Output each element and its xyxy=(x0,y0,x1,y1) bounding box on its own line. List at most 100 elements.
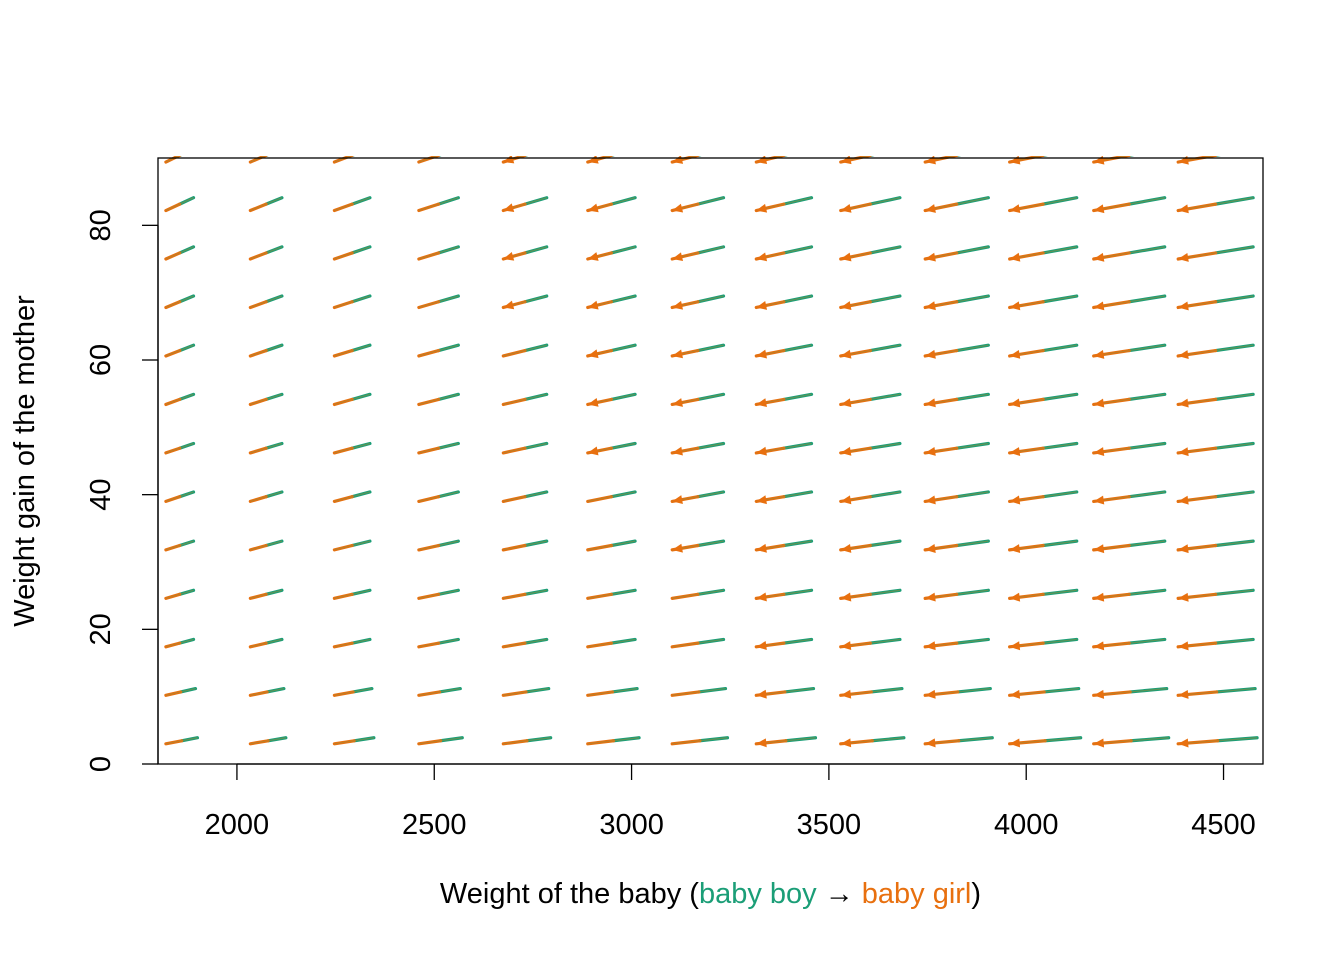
field-arrow xyxy=(417,392,460,407)
arrow-blend-line xyxy=(672,589,724,599)
field-arrow xyxy=(670,156,702,164)
arrow-blend-line xyxy=(1009,393,1077,406)
arrow-boy-segment xyxy=(696,156,702,157)
arrow-head xyxy=(840,301,852,310)
arrow-blend-line xyxy=(925,295,989,309)
arrow-head xyxy=(587,349,599,359)
field-arrow xyxy=(332,245,372,261)
arrow-boy-segment xyxy=(350,156,355,157)
arrow-blend-line xyxy=(587,540,636,551)
arrow-head xyxy=(672,203,684,213)
field-arrow xyxy=(248,294,284,310)
arrow-blend-line xyxy=(925,589,989,599)
arrow-head xyxy=(1093,738,1105,748)
arrow-head xyxy=(1178,738,1189,748)
arrow-boy-segment xyxy=(868,156,875,157)
field-arrow xyxy=(754,343,814,359)
field-arrow xyxy=(670,490,726,504)
arrow-blend-line xyxy=(334,344,371,357)
field-arrow xyxy=(332,343,372,358)
arrow-head xyxy=(756,738,767,748)
arrow-head xyxy=(1093,544,1105,554)
arrow-blend-line xyxy=(250,197,283,212)
arrow-blend-line xyxy=(1178,295,1254,309)
field-arrow xyxy=(501,539,549,552)
arrow-head xyxy=(1093,592,1105,602)
arrow-head xyxy=(1009,204,1021,214)
arrow-blend-line xyxy=(1093,197,1165,212)
field-arrow xyxy=(501,736,553,746)
field-arrow xyxy=(1008,196,1079,214)
arrow-head xyxy=(756,349,767,359)
arrow-head xyxy=(1178,301,1189,311)
x-title-to-label: baby girl xyxy=(862,878,972,910)
arrow-head xyxy=(1009,592,1021,602)
field-arrow xyxy=(1008,156,1048,165)
arrow-blend-line xyxy=(587,589,636,599)
arrow-boy-segment xyxy=(782,156,788,157)
field-arrow xyxy=(1092,245,1167,262)
arrow-head xyxy=(672,446,683,456)
arrow-head xyxy=(672,398,683,407)
arrow-head xyxy=(672,349,683,359)
field-arrow xyxy=(164,392,196,407)
arrow-head xyxy=(925,204,936,213)
arrow-boy-segment xyxy=(1214,156,1221,157)
arrow-blend-line xyxy=(587,638,636,648)
arrow-head xyxy=(925,738,936,748)
field-arrow xyxy=(754,588,814,602)
field-arrow xyxy=(754,637,814,650)
field-arrow xyxy=(923,196,990,213)
field-arrow xyxy=(248,736,288,746)
field-arrow xyxy=(923,156,962,165)
field-arrow xyxy=(248,490,284,503)
arrow-blend-line xyxy=(1093,687,1167,696)
arrow-head xyxy=(840,252,852,262)
arrow-blend-line xyxy=(165,197,194,212)
field-arrow xyxy=(1176,196,1255,214)
arrow-head xyxy=(1178,495,1189,505)
arrow-boy-segment xyxy=(178,156,182,157)
arrow-blend-line xyxy=(165,589,194,599)
arrow-head xyxy=(1178,544,1189,554)
field-arrow xyxy=(164,686,198,697)
arrow-blend-line xyxy=(250,442,283,454)
field-arrow xyxy=(1176,392,1255,408)
field-arrow xyxy=(754,245,814,262)
arrow-blend-line xyxy=(1009,687,1079,696)
arrow-blend-line xyxy=(1009,540,1077,551)
arrow-blend-line xyxy=(165,246,194,260)
arrow-blend-line xyxy=(418,540,459,551)
field-arrow xyxy=(1092,441,1167,457)
arrow-head xyxy=(1009,641,1021,651)
arrow-head xyxy=(925,592,936,602)
arrow-boy-segment xyxy=(955,156,962,157)
arrow-head xyxy=(840,349,852,359)
arrow-head xyxy=(1093,350,1105,359)
arrow-blend-line xyxy=(250,540,283,551)
arrow-blend-line xyxy=(418,687,461,696)
field-arrow xyxy=(1176,686,1257,699)
field-arrow xyxy=(1176,156,1221,165)
field-arrow xyxy=(670,294,726,310)
arrow-blend-line xyxy=(503,638,547,648)
arrow-blend-line xyxy=(1009,156,1043,163)
field-arrow xyxy=(586,294,637,310)
field-arrow xyxy=(332,539,372,552)
field-arrow xyxy=(839,245,902,262)
arrow-blend-line xyxy=(1009,491,1077,502)
x-axis-title: Weight of the baby (baby boy → baby girl… xyxy=(440,878,981,910)
field-arrow xyxy=(754,441,814,456)
field-arrow xyxy=(417,156,442,164)
field-arrow xyxy=(586,736,641,746)
field-arrow xyxy=(417,588,460,600)
field-arrow xyxy=(586,441,637,456)
field-arrow xyxy=(164,245,196,261)
arrow-head xyxy=(925,301,936,311)
arrow-blend-line xyxy=(1009,344,1077,357)
field-arrow xyxy=(417,196,460,213)
arrow-blend-line xyxy=(418,638,459,648)
field-arrow xyxy=(417,686,462,697)
arrow-blend-line xyxy=(165,442,194,454)
